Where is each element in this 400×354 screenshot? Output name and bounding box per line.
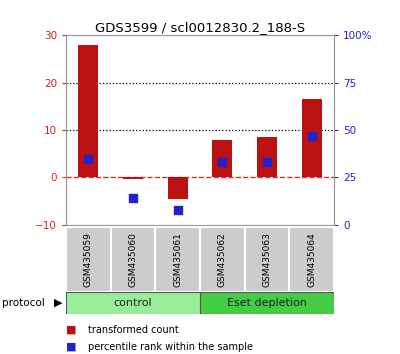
- Bar: [155, 227, 200, 292]
- Bar: [212, 139, 232, 177]
- Bar: [257, 137, 277, 177]
- Bar: [302, 99, 322, 177]
- Point: [219, 159, 226, 165]
- Bar: [66, 227, 111, 292]
- Text: percentile rank within the sample: percentile rank within the sample: [88, 342, 253, 352]
- Text: control: control: [114, 298, 152, 308]
- Text: protocol: protocol: [2, 298, 45, 308]
- Point: [85, 156, 92, 161]
- Bar: [123, 177, 143, 179]
- Point: [308, 133, 315, 139]
- Bar: [66, 292, 200, 314]
- Bar: [289, 227, 334, 292]
- Bar: [200, 292, 334, 314]
- Text: ▶: ▶: [54, 298, 62, 308]
- Bar: [168, 177, 188, 199]
- Text: GSM435064: GSM435064: [307, 232, 316, 287]
- Text: GSM435059: GSM435059: [84, 232, 93, 287]
- Text: GSM435060: GSM435060: [128, 232, 138, 287]
- Text: ■: ■: [66, 325, 76, 335]
- Bar: [111, 227, 155, 292]
- Text: transformed count: transformed count: [88, 325, 179, 335]
- Point: [130, 195, 136, 201]
- Text: GSM435063: GSM435063: [262, 232, 272, 287]
- Text: Eset depletion: Eset depletion: [227, 298, 307, 308]
- Text: GSM435062: GSM435062: [218, 232, 227, 287]
- Text: GSM435061: GSM435061: [173, 232, 182, 287]
- Point: [174, 207, 181, 212]
- Text: ■: ■: [66, 342, 76, 352]
- Bar: [78, 45, 98, 177]
- Bar: [200, 227, 245, 292]
- Bar: [245, 227, 289, 292]
- Title: GDS3599 / scl0012830.2_188-S: GDS3599 / scl0012830.2_188-S: [95, 21, 305, 34]
- Point: [264, 159, 270, 165]
